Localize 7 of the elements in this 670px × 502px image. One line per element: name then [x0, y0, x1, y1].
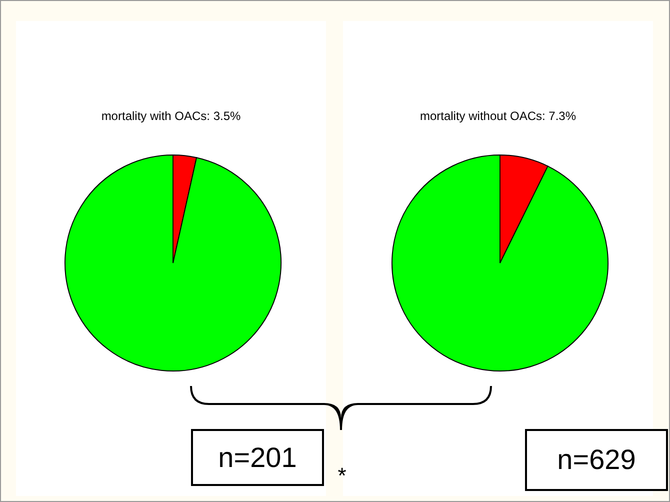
chart-title: mortality without OACs: 7.3%: [418, 109, 578, 123]
text: n=629: [525, 429, 668, 491]
text: n=201: [191, 429, 324, 486]
text: *: [336, 462, 348, 490]
chart-title: mortality with OACs: 3.5%: [100, 109, 242, 123]
pie-slice: [392, 154, 608, 372]
pie-slice: [64, 154, 282, 372]
